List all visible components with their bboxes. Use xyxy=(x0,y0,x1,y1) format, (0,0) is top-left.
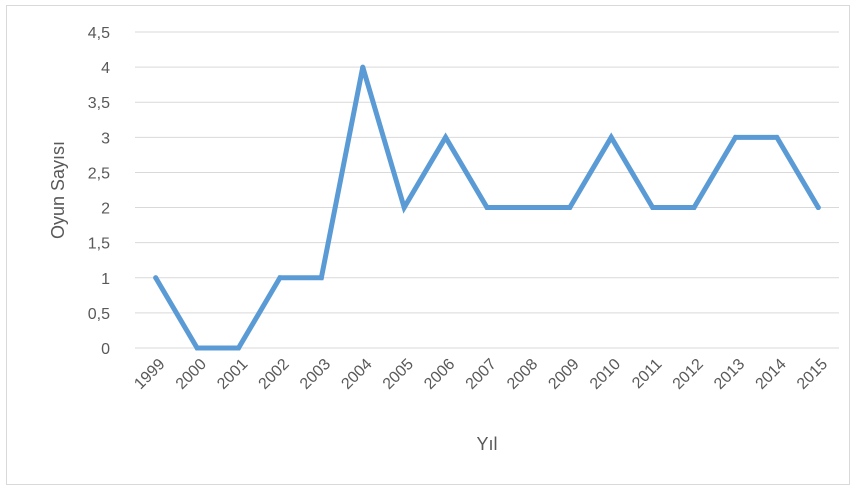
y-tick-label: 0 xyxy=(101,341,110,358)
x-tick-label: 2001 xyxy=(214,356,251,393)
y-tick-label: 0,5 xyxy=(88,306,110,323)
x-tick-label: 2010 xyxy=(587,356,624,393)
x-tick-label: 2006 xyxy=(421,356,458,393)
data-point xyxy=(360,64,366,70)
series-group xyxy=(153,64,821,351)
x-tick-label: 2007 xyxy=(463,356,500,393)
y-tick-label: 3 xyxy=(101,130,110,147)
data-point xyxy=(774,134,780,140)
x-tick-label: 2000 xyxy=(173,356,210,393)
data-point xyxy=(815,205,821,211)
y-tick-label: 3,5 xyxy=(88,95,110,112)
x-tick-label: 2004 xyxy=(338,356,375,393)
data-point xyxy=(194,345,200,351)
gridlines xyxy=(135,31,839,349)
y-tick-label: 1,5 xyxy=(88,236,110,253)
data-point xyxy=(691,205,697,211)
y-tick-labels: 0 0,5 1 1,5 2 2,5 3 3,5 4 4,5 xyxy=(88,25,110,358)
data-point xyxy=(608,134,614,140)
x-tick-label: 2009 xyxy=(545,356,582,393)
x-tick-label: 2002 xyxy=(256,356,293,393)
y-tick-label: 4 xyxy=(101,60,110,77)
x-axis-title: Yıl xyxy=(476,434,497,454)
data-point xyxy=(484,205,490,211)
data-point xyxy=(236,345,242,351)
data-point xyxy=(732,134,738,140)
x-tick-label: 2011 xyxy=(629,356,665,392)
x-tick-label: 2012 xyxy=(670,356,707,393)
data-point xyxy=(525,205,531,211)
data-point xyxy=(443,134,449,140)
data-point xyxy=(401,205,407,211)
data-point xyxy=(650,205,656,211)
x-tick-label: 1999 xyxy=(131,356,168,393)
y-tick-label: 4,5 xyxy=(88,25,110,42)
y-tick-label: 2 xyxy=(101,201,110,218)
y-axis-title: Oyun Sayısı xyxy=(48,141,68,239)
y-tick-label: 1 xyxy=(101,271,110,288)
data-point xyxy=(277,275,283,281)
x-tick-label: 2005 xyxy=(380,356,417,393)
x-tick-label: 2014 xyxy=(753,356,790,393)
x-tick-label: 2008 xyxy=(504,356,541,393)
x-tick-label: 2013 xyxy=(711,356,748,393)
data-point xyxy=(153,275,159,281)
x-tick-label: 2003 xyxy=(297,356,334,393)
data-point xyxy=(318,275,324,281)
y-tick-label: 2,5 xyxy=(88,165,110,182)
x-tick-labels: 1999 2000 2001 2002 2003 2004 2005 2006 2007 2008… xyxy=(131,356,831,393)
data-point xyxy=(567,205,573,211)
chart-frame xyxy=(6,5,850,485)
x-tick-label: 2015 xyxy=(794,356,831,393)
